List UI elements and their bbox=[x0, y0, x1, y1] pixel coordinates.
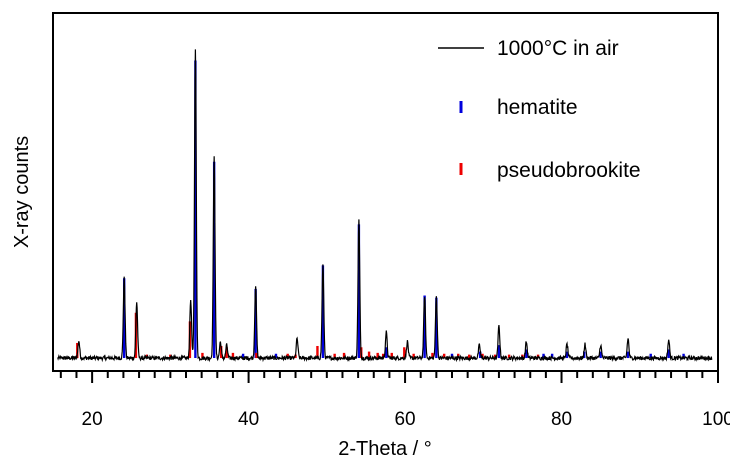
x-axis-ticks: 20 40 60 80 100 bbox=[59, 371, 730, 430]
x-tick-label: 100 bbox=[702, 409, 730, 430]
x-tick-label: 80 bbox=[551, 409, 572, 430]
x-tick-label: 40 bbox=[238, 409, 259, 430]
y-axis-label: X-ray counts bbox=[11, 136, 33, 248]
plot-frame bbox=[52, 12, 719, 372]
pattern-series bbox=[57, 49, 713, 363]
legend-label-hematite: hematite bbox=[497, 96, 578, 119]
reference-sticks bbox=[76, 60, 685, 359]
x-tick-label: 60 bbox=[394, 409, 415, 430]
legend-label-pseudobrookite: pseudobrookite bbox=[497, 159, 641, 182]
x-tick-label: 20 bbox=[82, 409, 103, 430]
legend-label-pattern: 1000°C in air bbox=[497, 37, 619, 60]
series-line-pattern bbox=[57, 49, 713, 363]
x-axis-label: 2-Theta / ° bbox=[338, 438, 432, 460]
legend: 1000°C in air hematite pseudobrookite bbox=[438, 37, 641, 182]
